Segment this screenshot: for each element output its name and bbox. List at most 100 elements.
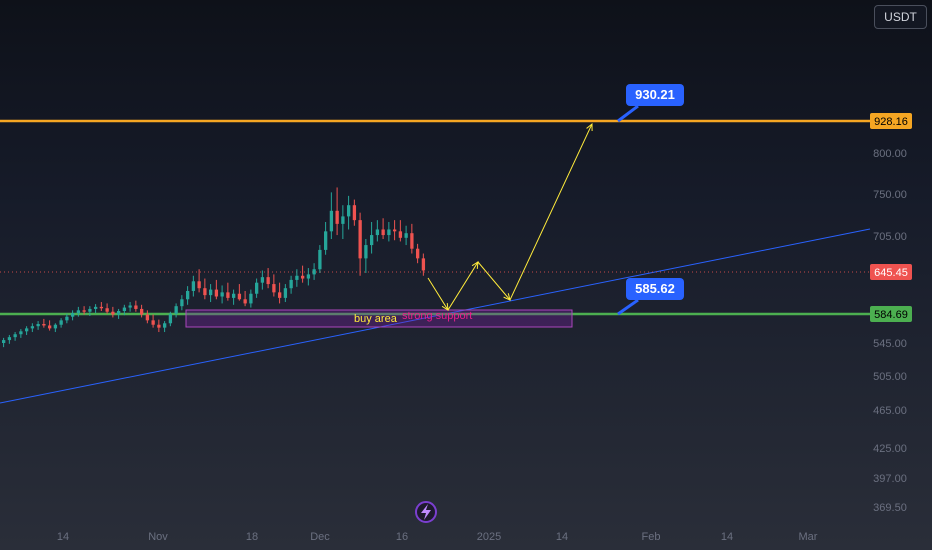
candle	[180, 295, 184, 311]
candle-body	[48, 325, 52, 329]
callout-box	[626, 84, 684, 106]
candle	[295, 269, 299, 287]
candle	[387, 222, 391, 242]
candle	[370, 222, 374, 254]
badge-text: 645.45	[874, 267, 908, 279]
candle	[393, 220, 397, 241]
candle	[232, 289, 236, 305]
candle	[398, 220, 403, 242]
x-tick-label: 18	[246, 531, 258, 543]
candle-body	[111, 311, 115, 315]
candle-body	[295, 275, 299, 280]
candle-body	[352, 205, 357, 221]
candle-body	[421, 258, 426, 271]
candle-body	[180, 299, 184, 307]
candle-body	[157, 324, 161, 328]
candle-body	[335, 210, 339, 224]
projection-arrowhead	[441, 302, 449, 311]
callout-text: 585.62	[635, 281, 675, 296]
candle	[335, 187, 339, 236]
candle	[25, 326, 29, 335]
candle-body	[370, 235, 374, 246]
candle	[19, 329, 23, 338]
candle	[352, 199, 357, 226]
candle	[88, 306, 92, 316]
candle-body	[312, 269, 316, 275]
candle	[341, 205, 345, 240]
candle	[13, 332, 17, 341]
candle-body	[249, 293, 253, 304]
candle-body	[99, 306, 104, 309]
y-tick-label: 705.00	[873, 231, 907, 243]
projection-layer	[427, 122, 593, 311]
candle-body	[272, 284, 276, 293]
callouts-layer: 930.21 585.62	[617, 84, 684, 316]
candle	[318, 245, 322, 274]
candle-body	[398, 231, 403, 238]
candle	[301, 265, 305, 283]
candle-body	[209, 289, 213, 296]
candle-body	[404, 233, 408, 238]
candle	[375, 220, 380, 242]
y-tick-label: 505.00	[873, 371, 907, 383]
candle-body	[25, 328, 29, 332]
candle-body	[329, 210, 334, 232]
candle	[36, 321, 40, 330]
candle-body	[19, 331, 23, 335]
x-axis[interactable]: 14 Nov 18 Dec 16 2025 14 Feb 14 Mar	[57, 531, 818, 543]
x-tick-label: 14	[721, 531, 733, 543]
projection-arrowhead	[586, 122, 593, 132]
candle-body	[226, 292, 230, 298]
candle	[416, 243, 420, 264]
candle-body	[283, 288, 288, 298]
candle	[168, 311, 173, 327]
candle-body	[364, 245, 368, 259]
candle-body	[278, 292, 282, 298]
candle-body	[358, 220, 362, 259]
candle-body	[381, 229, 385, 236]
candle	[381, 218, 385, 240]
buy-area-label: buy area	[354, 313, 398, 325]
x-tick-label: Nov	[148, 531, 168, 543]
candle	[48, 320, 52, 331]
candle	[42, 318, 46, 328]
candle-body	[88, 308, 92, 312]
candle-body	[347, 205, 351, 217]
badge-text: 584.69	[874, 309, 908, 321]
candle-body	[71, 313, 75, 317]
candle-body	[186, 290, 190, 300]
candle-body	[174, 306, 178, 314]
y-tick-label: 369.50	[873, 502, 907, 514]
candle	[289, 275, 293, 294]
candle	[324, 222, 328, 255]
candle-body	[2, 340, 6, 343]
candle-body	[76, 310, 81, 314]
candle	[283, 284, 288, 303]
candle-body	[243, 299, 247, 304]
candle	[197, 269, 201, 293]
y-tick-label: 800.00	[873, 148, 907, 160]
y-tick-label: 465.00	[873, 405, 907, 417]
badge-bg	[870, 306, 912, 322]
candle	[364, 239, 368, 274]
candle-body	[410, 233, 414, 249]
currency-button[interactable]: USDT	[874, 5, 927, 29]
candle-body	[387, 229, 391, 236]
candle-body	[65, 316, 69, 321]
candle	[71, 310, 75, 321]
x-tick-label: 2025	[477, 531, 501, 543]
candle-body	[255, 282, 259, 294]
x-tick-label: Dec	[310, 531, 330, 543]
candle-body	[289, 279, 293, 289]
candle-body	[393, 229, 397, 232]
y-axis[interactable]: 800.00 750.00 705.00 545.00 505.00 465.00 425.…	[873, 148, 907, 514]
candle	[186, 286, 190, 305]
event-icon-layer[interactable]	[415, 501, 437, 523]
candle	[82, 306, 86, 315]
candle	[312, 263, 316, 280]
support-price-badge: 584.69	[870, 306, 912, 322]
candle	[111, 306, 115, 318]
candle	[76, 306, 81, 317]
candle-body	[105, 308, 109, 312]
